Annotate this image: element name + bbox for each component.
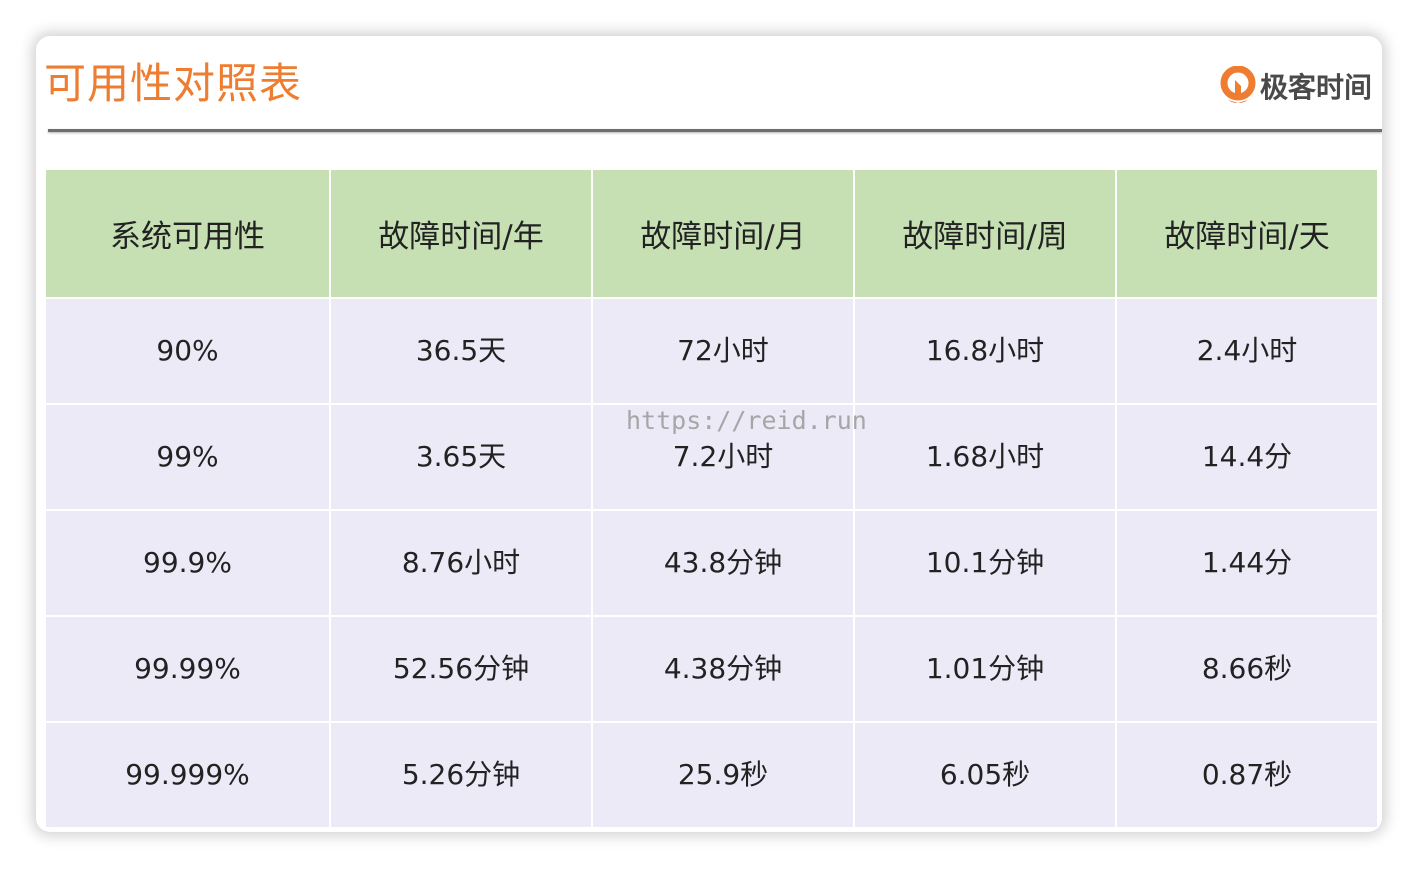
table-cell: 6.05秒 bbox=[855, 723, 1115, 827]
page-title: 可用性对照表 bbox=[44, 59, 303, 108]
table-cell: 72小时 bbox=[593, 299, 853, 403]
watermark: https://reid.run bbox=[626, 406, 867, 435]
table-cell: 52.56分钟 bbox=[331, 617, 591, 721]
table-cell: 2.4小时 bbox=[1117, 299, 1377, 403]
table-cell: 99.9% bbox=[46, 511, 329, 615]
geektime-logo-icon bbox=[1220, 66, 1256, 103]
title-divider bbox=[48, 129, 1382, 132]
table-row: 99.9% 8.76小时 43.8分钟 10.1分钟 1.44分 bbox=[46, 511, 1377, 615]
availability-table: 系统可用性 故障时间/年 故障时间/月 故障时间/周 故障时间/天 90% 36.… bbox=[44, 168, 1379, 829]
header-cell: 故障时间/周 bbox=[855, 170, 1115, 297]
header-cell: 故障时间/月 bbox=[593, 170, 853, 297]
table-cell: 10.1分钟 bbox=[855, 511, 1115, 615]
table-row: 99.999% 5.26分钟 25.9秒 6.05秒 0.87秒 bbox=[46, 723, 1377, 827]
table-cell: 14.4分 bbox=[1117, 405, 1377, 509]
table-cell: 1.44分 bbox=[1117, 511, 1377, 615]
table-cell: 43.8分钟 bbox=[593, 511, 853, 615]
table-cell: 3.65天 bbox=[331, 405, 591, 509]
logo: 极客时间 bbox=[1220, 66, 1372, 106]
table-cell: 5.26分钟 bbox=[331, 723, 591, 827]
table-row: 90% 36.5天 72小时 16.8小时 2.4小时 bbox=[46, 299, 1377, 403]
header-cell: 故障时间/年 bbox=[331, 170, 591, 297]
table-row: 99.99% 52.56分钟 4.38分钟 1.01分钟 8.66秒 bbox=[46, 617, 1377, 721]
table-cell: 99.999% bbox=[46, 723, 329, 827]
table-cell: 25.9秒 bbox=[593, 723, 853, 827]
table-cell: 99.99% bbox=[46, 617, 329, 721]
table-cell: 8.66秒 bbox=[1117, 617, 1377, 721]
table-cell: 1.68小时 bbox=[855, 405, 1115, 509]
table-cell: 36.5天 bbox=[331, 299, 591, 403]
header-cell: 故障时间/天 bbox=[1117, 170, 1377, 297]
table-cell: 1.01分钟 bbox=[855, 617, 1115, 721]
table-cell: 90% bbox=[46, 299, 329, 403]
table-cell: 16.8小时 bbox=[855, 299, 1115, 403]
table-header-row: 系统可用性 故障时间/年 故障时间/月 故障时间/周 故障时间/天 bbox=[46, 170, 1377, 297]
table-row: 99% 3.65天 7.2小时 1.68小时 14.4分 bbox=[46, 405, 1377, 509]
logo-text: 极客时间 bbox=[1259, 71, 1372, 104]
table-cell: 4.38分钟 bbox=[593, 617, 853, 721]
table-cell: 8.76小时 bbox=[331, 511, 591, 615]
table-cell: 99% bbox=[46, 405, 329, 509]
header-cell: 系统可用性 bbox=[46, 170, 329, 297]
table-cell: 0.87秒 bbox=[1117, 723, 1377, 827]
availability-card: 可用性对照表 极客时间 系统可用性 故障时间/年 故障时间/月 故障时间/周 故… bbox=[36, 36, 1382, 832]
table-cell: 7.2小时 bbox=[593, 405, 853, 509]
